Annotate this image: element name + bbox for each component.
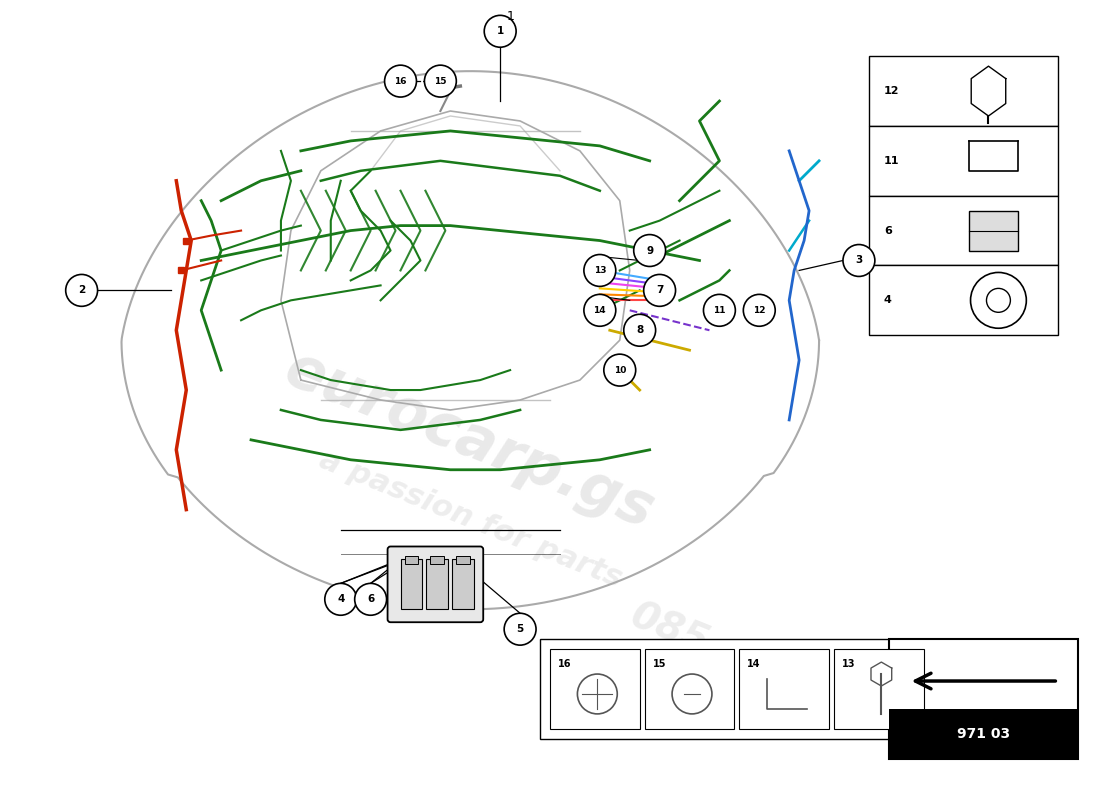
Text: 6: 6 <box>367 594 374 604</box>
Bar <box>452 559 474 610</box>
Bar <box>869 56 1058 126</box>
Bar <box>550 649 640 729</box>
Bar <box>456 557 471 565</box>
Text: 15: 15 <box>434 77 447 86</box>
Text: 971 03: 971 03 <box>957 726 1010 741</box>
Text: 8: 8 <box>636 326 644 335</box>
FancyBboxPatch shape <box>387 546 483 622</box>
Circle shape <box>354 583 386 615</box>
Circle shape <box>66 274 98 306</box>
Text: 5: 5 <box>517 624 524 634</box>
Bar <box>869 196 1058 266</box>
Text: 13: 13 <box>594 266 606 275</box>
Text: 12: 12 <box>883 86 900 96</box>
Circle shape <box>504 614 536 645</box>
Circle shape <box>604 354 636 386</box>
Text: eurocarp.gs: eurocarp.gs <box>277 340 663 540</box>
Text: 12: 12 <box>754 306 766 315</box>
Circle shape <box>704 294 736 326</box>
Text: 9: 9 <box>646 246 653 255</box>
Text: 15: 15 <box>652 659 667 669</box>
Bar <box>739 649 829 729</box>
Text: 6: 6 <box>883 226 892 235</box>
Bar <box>405 557 418 565</box>
Text: 16: 16 <box>558 659 572 669</box>
Circle shape <box>634 234 665 266</box>
Text: 16: 16 <box>394 77 407 86</box>
Circle shape <box>644 274 675 306</box>
Text: 13: 13 <box>842 659 856 669</box>
Circle shape <box>385 65 417 97</box>
Circle shape <box>584 254 616 286</box>
Text: 1: 1 <box>496 26 504 36</box>
Text: 11: 11 <box>883 156 900 166</box>
Bar <box>869 266 1058 335</box>
Bar <box>889 709 1078 758</box>
Text: 14: 14 <box>594 306 606 315</box>
Text: 7: 7 <box>656 286 663 295</box>
Bar <box>427 559 449 610</box>
Bar <box>889 639 1078 758</box>
Circle shape <box>484 15 516 47</box>
Bar <box>540 639 938 739</box>
Text: 3: 3 <box>856 255 862 266</box>
Bar <box>400 559 422 610</box>
Circle shape <box>324 583 356 615</box>
Text: 4: 4 <box>883 295 892 306</box>
Bar <box>968 210 1019 250</box>
Text: 4: 4 <box>337 594 344 604</box>
Bar <box>834 649 924 729</box>
Bar <box>869 126 1058 196</box>
Circle shape <box>624 314 656 346</box>
Circle shape <box>843 245 874 277</box>
Text: 085: 085 <box>625 597 714 662</box>
Bar <box>645 649 735 729</box>
Text: 10: 10 <box>614 366 626 374</box>
Text: 11: 11 <box>713 306 726 315</box>
Circle shape <box>584 294 616 326</box>
Text: 2: 2 <box>78 286 86 295</box>
Text: a passion for parts: a passion for parts <box>315 446 626 594</box>
Bar <box>430 557 444 565</box>
Text: 1: 1 <box>506 10 514 23</box>
Circle shape <box>425 65 456 97</box>
Circle shape <box>744 294 775 326</box>
Text: 14: 14 <box>747 659 761 669</box>
